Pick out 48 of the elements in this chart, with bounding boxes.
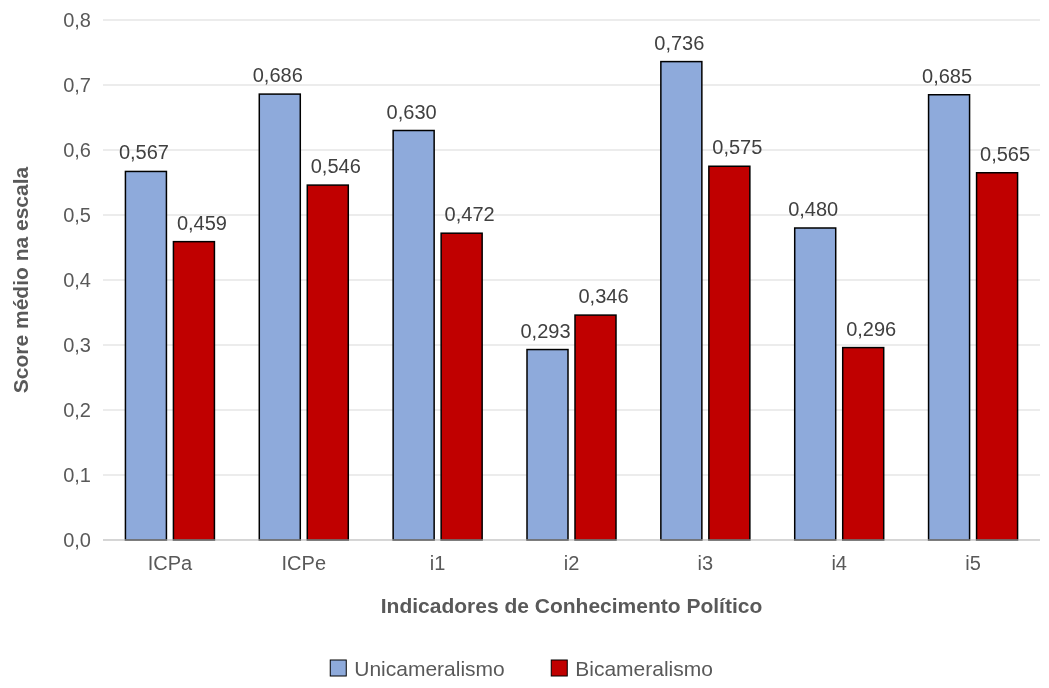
data-label: 0,480 xyxy=(788,198,839,220)
x-tick-label: ICPa xyxy=(147,552,194,574)
x-tick-label: i2 xyxy=(563,552,580,574)
y-tick-label: 0,5 xyxy=(63,204,91,226)
y-tick-label: 0,4 xyxy=(63,269,91,291)
x-tick-label: i1 xyxy=(429,552,446,574)
data-label: 0,472 xyxy=(444,203,495,226)
bar xyxy=(124,170,168,541)
data-label: 0,546 xyxy=(310,155,361,178)
x-tick-label: i4 xyxy=(831,552,847,574)
data-label: 0,575 xyxy=(712,136,763,159)
x-tick-label: i3 xyxy=(697,552,714,574)
x-tick-label: i5 xyxy=(965,552,981,574)
x-tick-label: ICPe xyxy=(281,552,327,574)
y-tick-label: 0,6 xyxy=(63,139,91,161)
y-tick-label: 0,7 xyxy=(63,74,91,96)
data-label: 0,736 xyxy=(654,31,705,54)
legend-label: Unicameralismo xyxy=(354,657,505,680)
bar xyxy=(975,172,1019,541)
bar xyxy=(440,232,483,541)
y-axis-title: Score médio na escala xyxy=(9,166,32,394)
bar xyxy=(574,314,617,541)
bar xyxy=(392,129,435,541)
bar xyxy=(526,348,569,541)
x-axis-title: Indicadores de Conhecimento Político xyxy=(380,594,763,617)
data-label: 0,630 xyxy=(386,100,437,123)
bar xyxy=(258,93,302,541)
bar xyxy=(306,184,350,541)
data-label: 0,685 xyxy=(922,64,973,87)
data-label: 0,346 xyxy=(578,285,629,308)
bar xyxy=(660,60,703,541)
data-label: 0,459 xyxy=(176,211,227,234)
data-label: 0,293 xyxy=(520,319,571,342)
y-tick-label: 0,2 xyxy=(63,399,91,421)
data-label: 0,567 xyxy=(118,141,169,164)
bar xyxy=(793,227,837,541)
data-label: 0,296 xyxy=(846,317,897,340)
y-tick-label: 0,8 xyxy=(63,9,91,31)
bar xyxy=(708,165,751,541)
bar xyxy=(927,94,971,541)
legend-label: Bicameralismo xyxy=(575,657,713,680)
bar xyxy=(841,346,885,541)
data-label: 0,565 xyxy=(980,142,1031,165)
bar xyxy=(172,240,216,541)
data-label: 0,686 xyxy=(252,64,303,87)
y-tick-label: 0,0 xyxy=(63,529,91,551)
y-tick-label: 0,1 xyxy=(63,464,91,486)
y-tick-label: 0,3 xyxy=(63,334,91,356)
